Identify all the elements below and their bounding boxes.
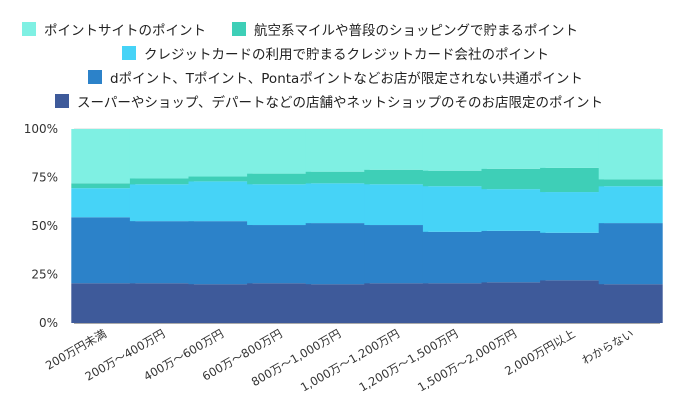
legend-item-store-limited: スーパーやショップ、デパートなどの店舗やネットショップのそのお店限定のポイント bbox=[55, 91, 603, 111]
legend-item-point-site: ポイントサイトのポイント bbox=[22, 19, 206, 39]
bar-segment bbox=[364, 129, 429, 170]
y-tick-label: 0% bbox=[39, 316, 58, 330]
legend-swatch bbox=[88, 70, 102, 84]
bar-segment bbox=[247, 173, 312, 185]
legend-item-common-points: dポイント、Tポイント、Pontaポイントなどお店が限定されない共通ポイント bbox=[88, 67, 583, 87]
y-tick-label: 75% bbox=[31, 171, 58, 185]
x-tick-label: 1,000万～1,200万円 bbox=[298, 326, 402, 394]
legend-swatch bbox=[232, 22, 246, 36]
bar-segment bbox=[129, 178, 194, 185]
bar-segment bbox=[305, 223, 370, 285]
y-tick-label: 25% bbox=[31, 268, 58, 282]
bar-segment bbox=[71, 129, 136, 184]
bar-segment bbox=[481, 230, 546, 283]
bar-segment bbox=[540, 280, 605, 323]
y-tick-label: 50% bbox=[31, 219, 58, 233]
bar-segment bbox=[364, 169, 429, 185]
bar-segment bbox=[188, 181, 253, 222]
bar-segment bbox=[247, 184, 312, 226]
bar-segment bbox=[422, 170, 487, 187]
bar-segment bbox=[422, 231, 487, 284]
x-tick-label: 1,200万～1,500万円 bbox=[357, 326, 461, 394]
legend-swatch bbox=[122, 46, 136, 60]
bar-segment bbox=[305, 129, 370, 172]
bar-segment bbox=[188, 176, 253, 182]
legend-label: クレジットカードの利用で貯まるクレジットカード会社のポイント bbox=[144, 47, 549, 63]
bar-segment bbox=[129, 129, 194, 179]
bar-segment bbox=[71, 217, 136, 284]
bar-segment bbox=[598, 129, 663, 180]
bar-segment bbox=[129, 283, 194, 323]
x-tick-label: 1,500万～2,000万円 bbox=[415, 326, 519, 394]
bar-segment bbox=[422, 283, 487, 323]
bar-segment bbox=[540, 129, 605, 168]
legend-label: スーパーやショップ、デパートなどの店舗やネットショップのそのお店限定のポイント bbox=[77, 95, 603, 111]
bar-segment bbox=[247, 225, 312, 284]
legend-item-airline-miles: 航空系マイルや普段のショッピングで貯まるポイント bbox=[232, 19, 578, 39]
chart-legend: ポイントサイトのポイント 航空系マイルや普段のショッピングで貯まるポイント クレ… bbox=[0, 0, 680, 118]
bar-segment bbox=[188, 221, 253, 285]
bar-segment bbox=[540, 232, 605, 281]
bar-segment bbox=[71, 183, 136, 189]
bar-segment bbox=[129, 184, 194, 222]
bar-segment bbox=[188, 284, 253, 323]
bar-segment bbox=[422, 186, 487, 232]
bar-segment bbox=[481, 189, 546, 231]
legend-swatch bbox=[22, 22, 36, 36]
bar-segment bbox=[481, 168, 546, 190]
legend-label: dポイント、Tポイント、Pontaポイントなどお店が限定されない共通ポイント bbox=[110, 71, 583, 87]
legend-item-credit-card: クレジットカードの利用で貯まるクレジットカード会社のポイント bbox=[122, 43, 549, 63]
bar-segment bbox=[422, 129, 487, 171]
bar-segment bbox=[364, 184, 429, 226]
bar-segment bbox=[540, 192, 605, 233]
x-tick-label: わからない bbox=[579, 326, 636, 367]
bar-segment bbox=[71, 188, 136, 218]
bar-segment bbox=[540, 167, 605, 193]
legend-label: 航空系マイルや普段のショッピングで貯まるポイント bbox=[254, 23, 578, 39]
bar-segment bbox=[305, 171, 370, 184]
bar-segment bbox=[598, 284, 663, 323]
legend-swatch bbox=[55, 94, 69, 108]
bar-segment bbox=[129, 221, 194, 284]
bar-segment bbox=[364, 283, 429, 323]
bar-segment bbox=[247, 283, 312, 323]
bar-segment bbox=[481, 129, 546, 169]
bar-segment bbox=[364, 225, 429, 284]
bar-segment bbox=[247, 129, 312, 174]
bar-segment bbox=[188, 129, 253, 177]
bar-segment bbox=[481, 282, 546, 323]
bar-segment bbox=[71, 283, 136, 323]
legend-label: ポイントサイトのポイント bbox=[44, 23, 206, 39]
bar-segment bbox=[598, 223, 663, 285]
bar-segment bbox=[305, 183, 370, 224]
y-tick-label: 100% bbox=[24, 122, 58, 136]
bar-segment bbox=[598, 186, 663, 224]
bar-segment bbox=[598, 179, 663, 187]
bar-segment bbox=[305, 284, 370, 323]
